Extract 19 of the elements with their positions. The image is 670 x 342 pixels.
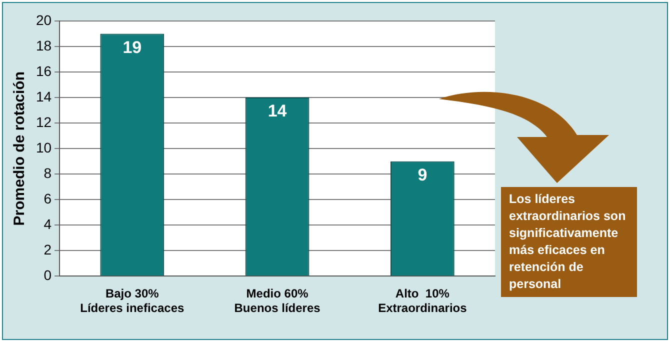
y-tick-label: 0 (44, 267, 52, 284)
y-tick-label: 10 (36, 139, 52, 156)
y-tick-label: 12 (36, 114, 52, 130)
y-tick-label: 16 (36, 62, 52, 79)
data-label: 19 (122, 38, 142, 57)
y-tick-label: 14 (36, 88, 52, 104)
data-label: 14 (268, 102, 288, 121)
y-tick-label: 8 (44, 164, 52, 181)
x-tick-label: Alto 10% Extraordinarios (378, 286, 468, 316)
y-tick-label: 20 (36, 12, 52, 28)
text: Los líderes extraordinarios son significativamente más eficaces en retención de personal (509, 191, 627, 293)
y-tick-label: 18 (36, 37, 52, 54)
y-axis-title: Promedio de rotación (11, 72, 28, 226)
y-tick-label: 4 (44, 216, 52, 232)
data-label: 9 (418, 166, 428, 185)
y-tick-label: 2 (44, 242, 52, 258)
x-tick-label: Medio 60% Buenos líderes (234, 286, 321, 316)
x-tick-label: Bajo 30% Líderes ineficaces (80, 286, 184, 316)
y-tick-label: 6 (44, 190, 52, 206)
